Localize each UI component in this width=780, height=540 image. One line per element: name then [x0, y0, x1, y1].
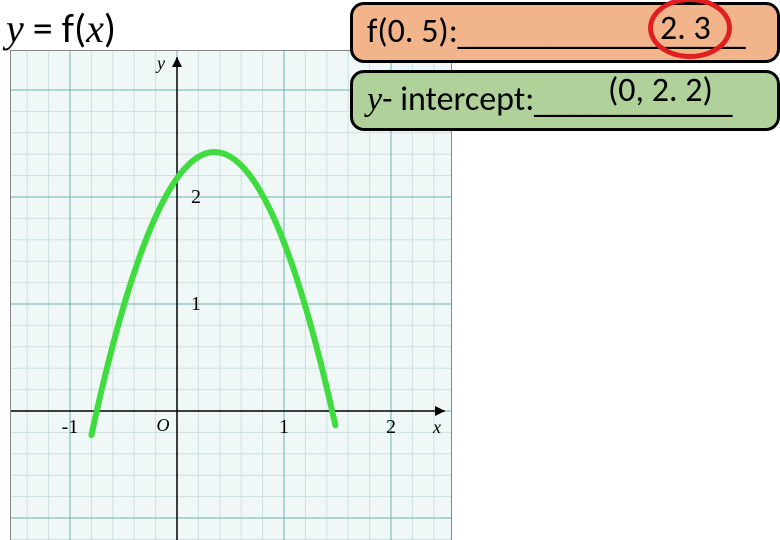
- eqn-eq: =: [24, 4, 62, 53]
- box2-y: y: [367, 81, 382, 119]
- eqn-pc: ): [104, 4, 116, 53]
- svg-text:x: x: [432, 417, 441, 437]
- answer-box-yint: y - intercept: ___________: [350, 70, 780, 131]
- eqn-po: (: [74, 4, 86, 53]
- svg-text:1: 1: [191, 293, 201, 315]
- svg-text:O: O: [157, 415, 170, 435]
- box2-answer: (0, 2. 2): [608, 70, 713, 111]
- box2-label: - intercept:: [382, 79, 534, 120]
- eqn-y: y: [6, 6, 24, 51]
- svg-text:-1: -1: [62, 416, 79, 438]
- svg-text:2: 2: [386, 416, 396, 438]
- svg-text:2: 2: [191, 186, 201, 208]
- svg-text:y: y: [155, 53, 165, 73]
- svg-text:1: 1: [279, 416, 289, 438]
- box1-label: f(0. 5):: [367, 11, 458, 52]
- equation-label: y = f(x): [6, 4, 116, 53]
- circle-annotation: [648, 0, 732, 59]
- eqn-x: x: [86, 6, 104, 51]
- root: y = f(x) -11212Oyx f(0. 5): ____________…: [0, 0, 780, 540]
- eqn-f: f: [62, 4, 74, 53]
